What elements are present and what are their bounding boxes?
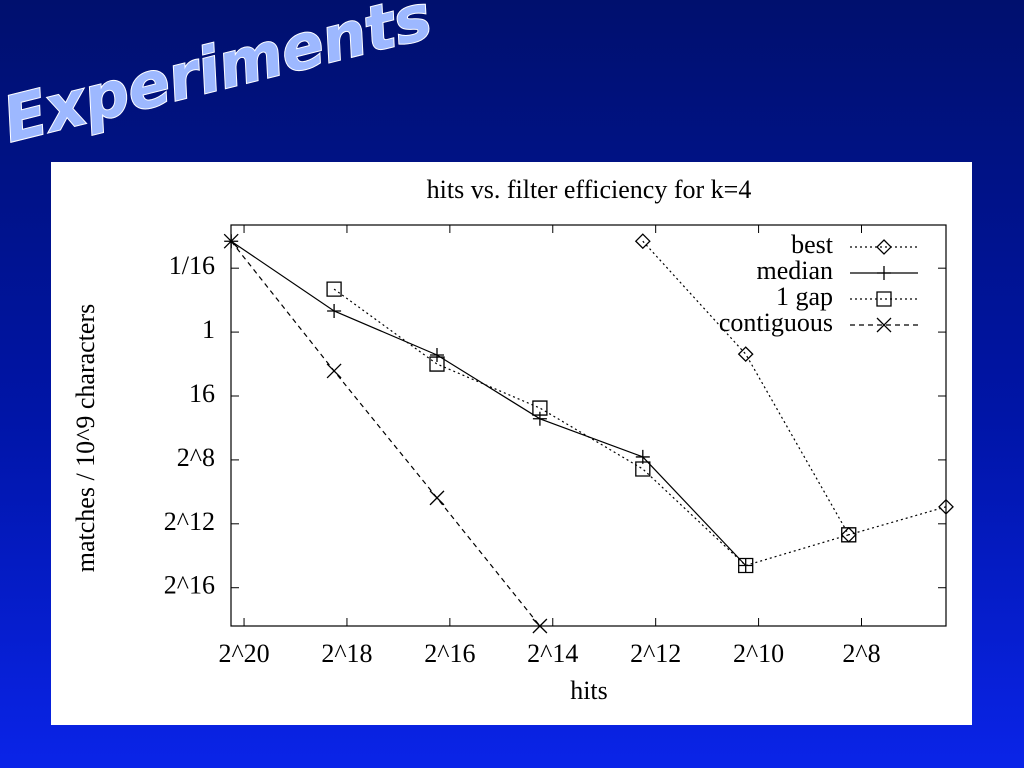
data-point — [429, 490, 445, 506]
data-point — [327, 303, 342, 318]
x-tick-label: 2^18 — [321, 639, 372, 668]
y-tick-label: 2^16 — [164, 571, 215, 600]
legend-label: 1 gap — [776, 282, 833, 311]
data-point — [737, 346, 754, 363]
x-tick-label: 2^12 — [630, 639, 681, 668]
x-tick-label: 2^20 — [218, 639, 269, 668]
legend-label: best — [791, 230, 834, 259]
y-tick-label: 1 — [202, 315, 215, 344]
x-tick-label: 2^14 — [527, 639, 578, 668]
legend-marker — [876, 317, 892, 333]
y-tick-label: 2^12 — [164, 507, 215, 536]
slide-title: Experiments — [0, 0, 439, 157]
series-line — [642, 240, 947, 536]
legend-label: median — [756, 256, 833, 285]
chart-title: hits vs. filter efficiency for k=4 — [427, 175, 752, 204]
data-point — [223, 233, 239, 249]
y-tick-label: 16 — [189, 379, 215, 408]
data-point — [532, 400, 548, 416]
data-point — [326, 281, 342, 297]
x-tick-label: 2^10 — [733, 639, 784, 668]
x-axis-label: hits — [570, 676, 608, 705]
series-line — [333, 288, 849, 567]
y-tick-label: 1/16 — [169, 251, 215, 280]
series-line — [230, 240, 541, 627]
data-point — [635, 461, 651, 477]
data-point — [532, 411, 547, 426]
data-point — [429, 347, 444, 362]
x-tick-label: 2^8 — [842, 639, 880, 668]
y-axis-label: matches / 10^9 characters — [71, 304, 100, 572]
chart-panel — [51, 162, 972, 725]
legend-label: contiguous — [719, 308, 833, 337]
plot: 2^20 2^18 2^16 2^14 2^12 2^10 2^8 1/16 1 16 2^8 2^1… — [164, 225, 954, 668]
data-point — [326, 363, 342, 379]
data-point — [634, 233, 651, 250]
legend-marker — [876, 239, 892, 255]
data-point — [938, 498, 954, 515]
x-tick-label: 2^16 — [424, 639, 475, 668]
legend-marker — [876, 291, 892, 307]
data-point — [532, 618, 548, 634]
data-point — [429, 356, 445, 372]
legend-marker — [877, 266, 891, 280]
plot-frame — [230, 224, 947, 627]
data-point — [738, 557, 754, 574]
y-tick-label: 2^8 — [177, 443, 215, 472]
data-point — [738, 558, 753, 573]
series-line — [230, 240, 747, 566]
data-point — [841, 527, 857, 543]
